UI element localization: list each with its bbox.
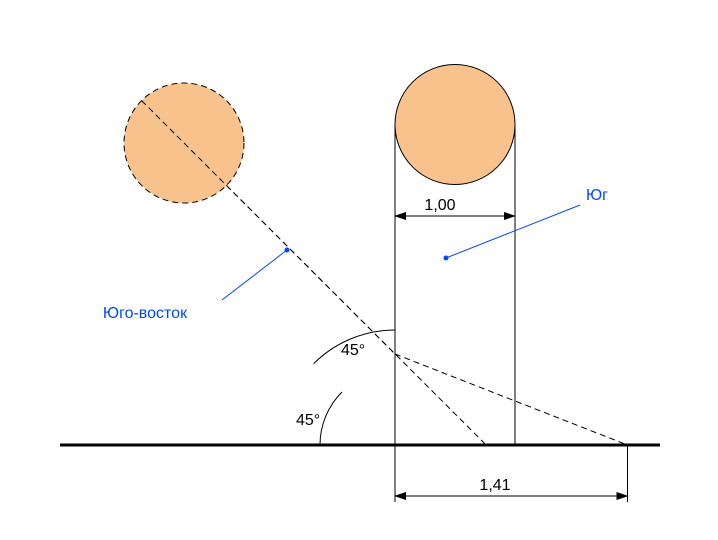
callout-line-southeast	[222, 250, 287, 300]
shadow-edge-diagonal	[395, 354, 628, 445]
dim-label-100: 1,00	[424, 197, 455, 214]
cylinder-southeast	[124, 83, 628, 445]
dim-label-141: 1,41	[479, 477, 510, 494]
callout-dot-southeast	[285, 248, 290, 253]
dimension-shadow: 1,41	[395, 445, 628, 502]
sun-circle-south	[395, 65, 515, 185]
callout-south: Юг	[444, 187, 609, 261]
callout-text-south: Юг	[586, 187, 608, 204]
callout-line-south	[446, 205, 580, 258]
callout-dot-south	[444, 256, 449, 261]
callout-southeast: Юго-восток	[103, 248, 290, 323]
angle-arc-lower	[320, 392, 342, 445]
callout-text-southeast: Юго-восток	[103, 305, 188, 322]
dimension-width: 1,00	[395, 185, 515, 223]
tangent-lower	[226, 185, 486, 445]
sun-shadow-diagram: 45° 45° 1,00 1,41 Юг Юго-восток	[0, 0, 718, 540]
angle-label-lower: 45°	[296, 412, 320, 429]
angle-label-upper: 45°	[341, 342, 365, 359]
